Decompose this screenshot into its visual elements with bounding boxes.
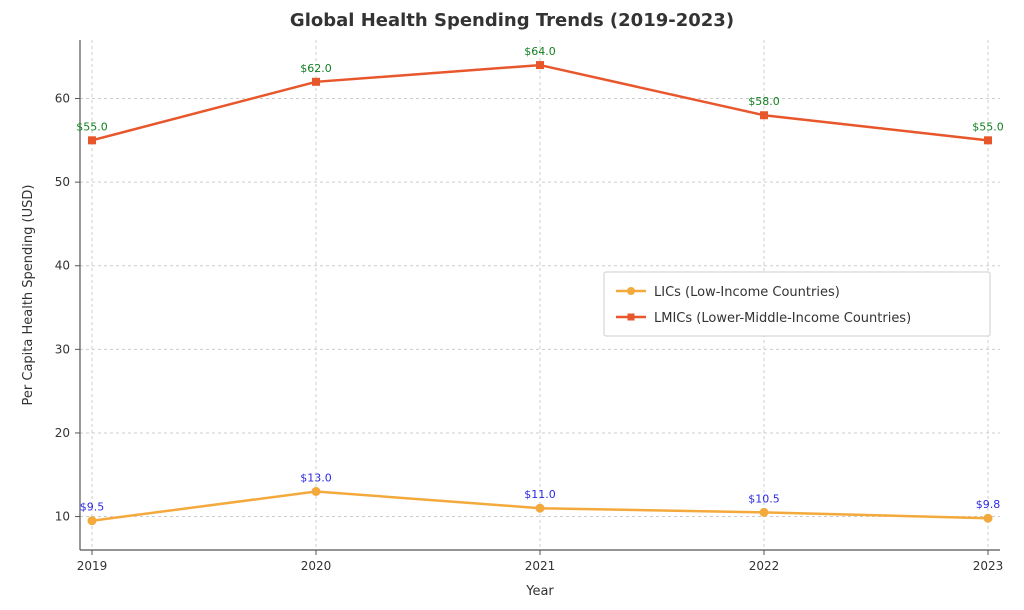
value-label-lics: $9.8 xyxy=(976,498,1001,511)
series-marker-lmics xyxy=(537,62,544,69)
x-tick-label: 2022 xyxy=(749,559,780,573)
series-marker-lics xyxy=(88,517,96,525)
chart-container: Global Health Spending Trends (2019-2023… xyxy=(0,0,1024,610)
value-label-lmics: $58.0 xyxy=(748,95,780,108)
value-label-lics: $13.0 xyxy=(300,471,332,484)
y-axis-label: Per Capita Health Spending (USD) xyxy=(21,185,36,406)
series-marker-lics xyxy=(984,514,992,522)
y-tick-label: 60 xyxy=(55,92,70,106)
series-marker-lics xyxy=(536,504,544,512)
legend-label: LICs (Low-Income Countries) xyxy=(654,285,840,300)
legend-swatch-marker xyxy=(627,287,635,295)
series-marker-lmics xyxy=(761,112,768,119)
legend-label: LMICs (Lower-Middle-Income Countries) xyxy=(654,311,911,326)
legend-swatch-marker xyxy=(628,314,635,321)
y-tick-label: 20 xyxy=(55,426,70,440)
value-label-lmics: $55.0 xyxy=(972,120,1004,133)
series-marker-lics xyxy=(312,487,320,495)
series-marker-lics xyxy=(760,508,768,516)
x-tick-label: 2019 xyxy=(77,559,108,573)
series-marker-lmics xyxy=(985,137,992,144)
y-tick-label: 50 xyxy=(55,175,70,189)
x-tick-label: 2023 xyxy=(973,559,1004,573)
x-tick-label: 2021 xyxy=(525,559,556,573)
value-label-lmics: $62.0 xyxy=(300,62,332,75)
y-tick-label: 40 xyxy=(55,259,70,273)
y-tick-label: 30 xyxy=(55,342,70,356)
value-label-lmics: $64.0 xyxy=(524,45,556,58)
series-marker-lmics xyxy=(313,78,320,85)
x-axis-label: Year xyxy=(525,584,554,599)
value-label-lics: $11.0 xyxy=(524,488,556,501)
chart-svg: 10 20 30 40 50 60 2019 2020 2021 2022 2023 Year Per … xyxy=(0,0,1024,610)
value-label-lmics: $55.0 xyxy=(76,120,108,133)
value-label-lics: $10.5 xyxy=(748,492,780,505)
y-tick-label: 10 xyxy=(55,510,70,524)
x-tick-label: 2020 xyxy=(301,559,332,573)
value-label-lics: $9.5 xyxy=(80,501,105,514)
series-marker-lmics xyxy=(89,137,96,144)
legend-box xyxy=(604,272,990,336)
